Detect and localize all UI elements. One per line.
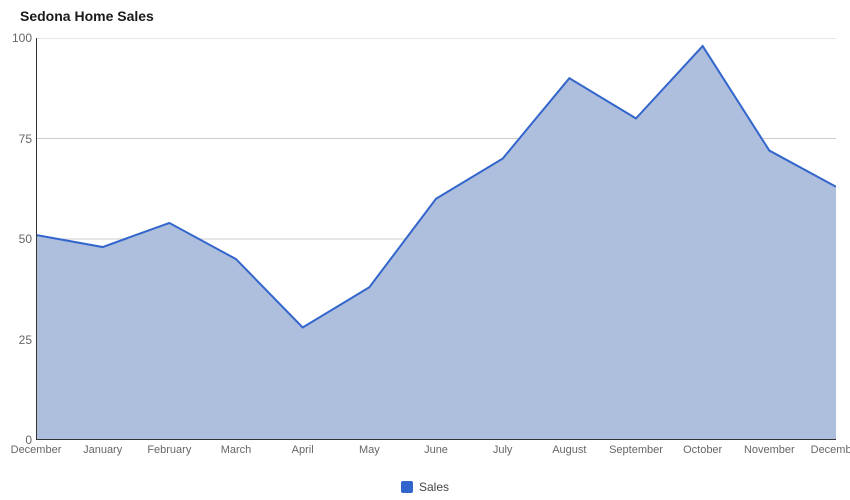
y-tick-label: 100: [2, 31, 32, 45]
chart-title: Sedona Home Sales: [20, 8, 154, 24]
x-tick-label: November: [744, 444, 795, 456]
x-tick-label: July: [493, 444, 513, 456]
x-tick-label: June: [424, 444, 448, 456]
legend: Sales: [0, 480, 850, 494]
legend-label: Sales: [419, 480, 449, 494]
chart-svg: [36, 38, 836, 440]
x-tick-label: January: [83, 444, 122, 456]
x-tick-label: October: [683, 444, 722, 456]
x-tick-label: December: [11, 444, 62, 456]
x-tick-label: May: [359, 444, 380, 456]
x-tick-label: April: [292, 444, 314, 456]
area-chart: 0255075100DecemberJanuaryFebruaryMarchAp…: [36, 38, 836, 440]
y-tick-label: 25: [2, 333, 32, 347]
y-tick-label: 75: [2, 132, 32, 146]
x-tick-label: August: [552, 444, 586, 456]
x-tick-label: September: [609, 444, 663, 456]
y-tick-label: 50: [2, 232, 32, 246]
x-tick-label: March: [221, 444, 252, 456]
x-tick-label: December: [811, 444, 850, 456]
legend-swatch: [401, 481, 413, 493]
x-tick-label: February: [147, 444, 191, 456]
